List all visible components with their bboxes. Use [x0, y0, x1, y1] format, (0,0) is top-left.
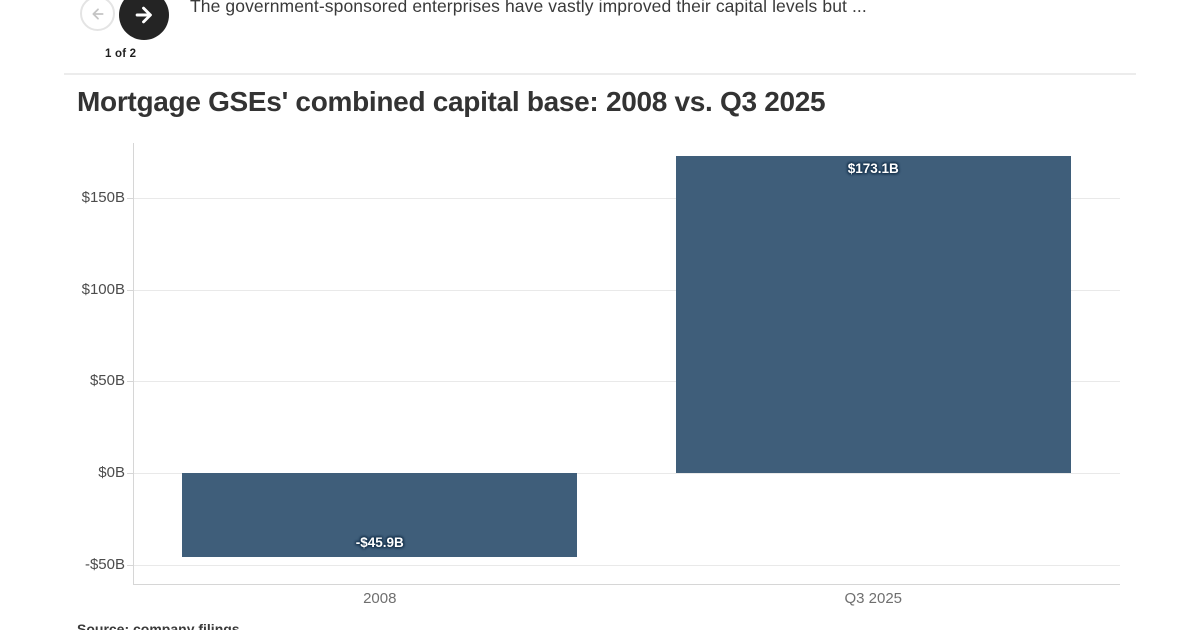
arrow-left-icon [91, 7, 104, 20]
y-tick-label: $150B [81, 189, 125, 206]
gridline [133, 289, 1120, 291]
gridline [133, 564, 1120, 566]
next-slide-button[interactable] [119, 0, 169, 40]
source-attribution: Source: company filings [77, 621, 240, 630]
slide-pagination: 1 of 2 [105, 48, 137, 60]
bar-value-label: -$45.9B [355, 535, 404, 551]
gridline [133, 381, 1120, 383]
y-tick-label: -$50B [84, 555, 125, 573]
x-axis-label: Q3 2025 [844, 590, 903, 607]
y-axis-line [133, 143, 134, 584]
arrow-right-icon [135, 6, 152, 24]
y-axis-tick [127, 473, 133, 474]
slide-caption: The government-sponsored enterprises hav… [190, 0, 867, 16]
bar-q3-2025[interactable]: $173.1B [675, 155, 1071, 473]
x-axis-line [133, 584, 1120, 585]
y-axis-tick [127, 564, 133, 566]
previous-slide-button[interactable] [80, 0, 115, 31]
y-axis-tick [127, 381, 133, 383]
chart-title: Mortgage GSEs' combined capital base: 20… [77, 86, 826, 117]
y-tick-label: $0B [98, 464, 125, 481]
gridline [133, 473, 1120, 474]
gridline [133, 198, 1120, 199]
header-divider [64, 73, 1136, 75]
bar-value-label: $173.1B [847, 160, 899, 176]
y-axis-tick [127, 198, 133, 199]
x-axis-label: 2008 [363, 590, 397, 607]
y-tick-label: $100B [81, 280, 125, 298]
y-axis-tick [127, 289, 133, 291]
bar-2008[interactable]: -$45.9B [182, 473, 578, 558]
y-tick-label: $50B [89, 372, 125, 390]
